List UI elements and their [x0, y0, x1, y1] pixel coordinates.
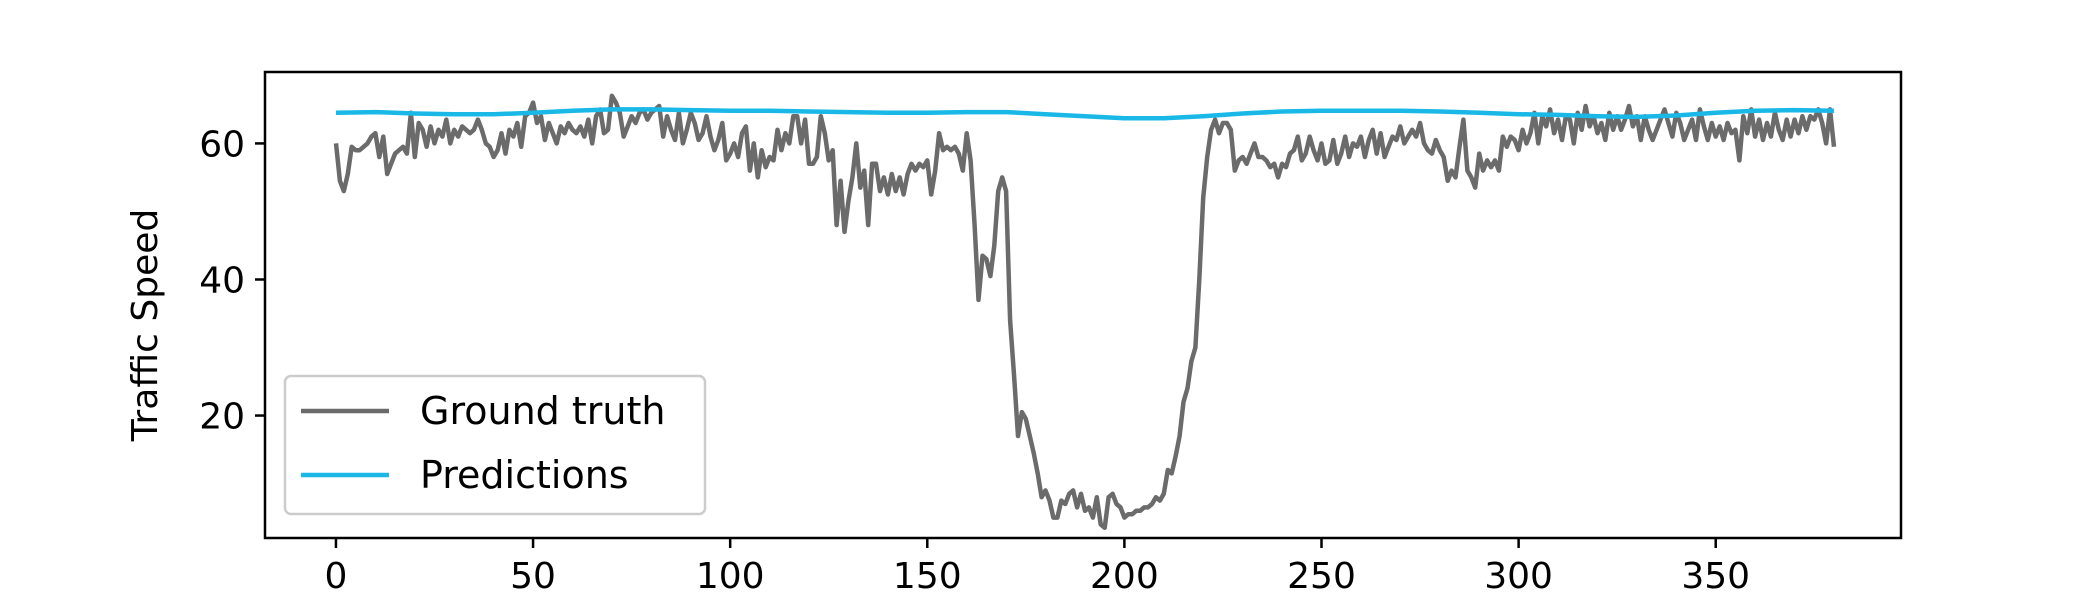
legend: Ground truth Predictions	[283, 374, 707, 516]
x-tick-label: 0	[325, 556, 348, 597]
x-tick-label: 300	[1484, 556, 1553, 597]
y-axis: 20 40 60	[199, 124, 265, 438]
plot-area	[263, 70, 1903, 540]
x-tick-label: 150	[893, 556, 962, 597]
legend-label: Ground truth	[420, 389, 665, 433]
x-tick-label: 50	[510, 556, 556, 597]
x-tick-label: 350	[1681, 556, 1750, 597]
x-tick-label: 100	[696, 556, 765, 597]
series-line-predictions	[335, 107, 1835, 121]
y-tick-label: 60	[199, 124, 245, 165]
legend-box	[283, 374, 707, 516]
plot-frame	[263, 70, 1903, 540]
legend-label: Predictions	[420, 453, 629, 497]
y-axis-label: Traffic Speed	[125, 209, 166, 442]
x-tick-label: 250	[1287, 556, 1356, 597]
x-tick-label: 200	[1090, 556, 1159, 597]
y-tick-label: 40	[199, 260, 245, 301]
x-axis: 0 50 100 150 200 250 300 350	[325, 538, 1750, 597]
y-tick-label: 20	[199, 397, 245, 438]
